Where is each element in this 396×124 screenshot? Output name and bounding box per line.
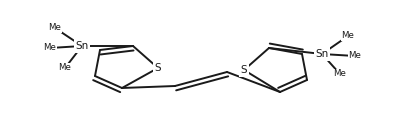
Text: Me: Me (59, 63, 71, 73)
Text: S: S (241, 65, 248, 75)
Text: Me: Me (342, 31, 354, 41)
Text: Me: Me (348, 51, 362, 61)
Text: Sn: Sn (315, 49, 329, 59)
Text: S: S (155, 63, 161, 73)
Text: Me: Me (333, 69, 346, 78)
Text: Sn: Sn (75, 41, 89, 51)
Text: Me: Me (49, 24, 61, 32)
Text: Me: Me (44, 44, 57, 52)
